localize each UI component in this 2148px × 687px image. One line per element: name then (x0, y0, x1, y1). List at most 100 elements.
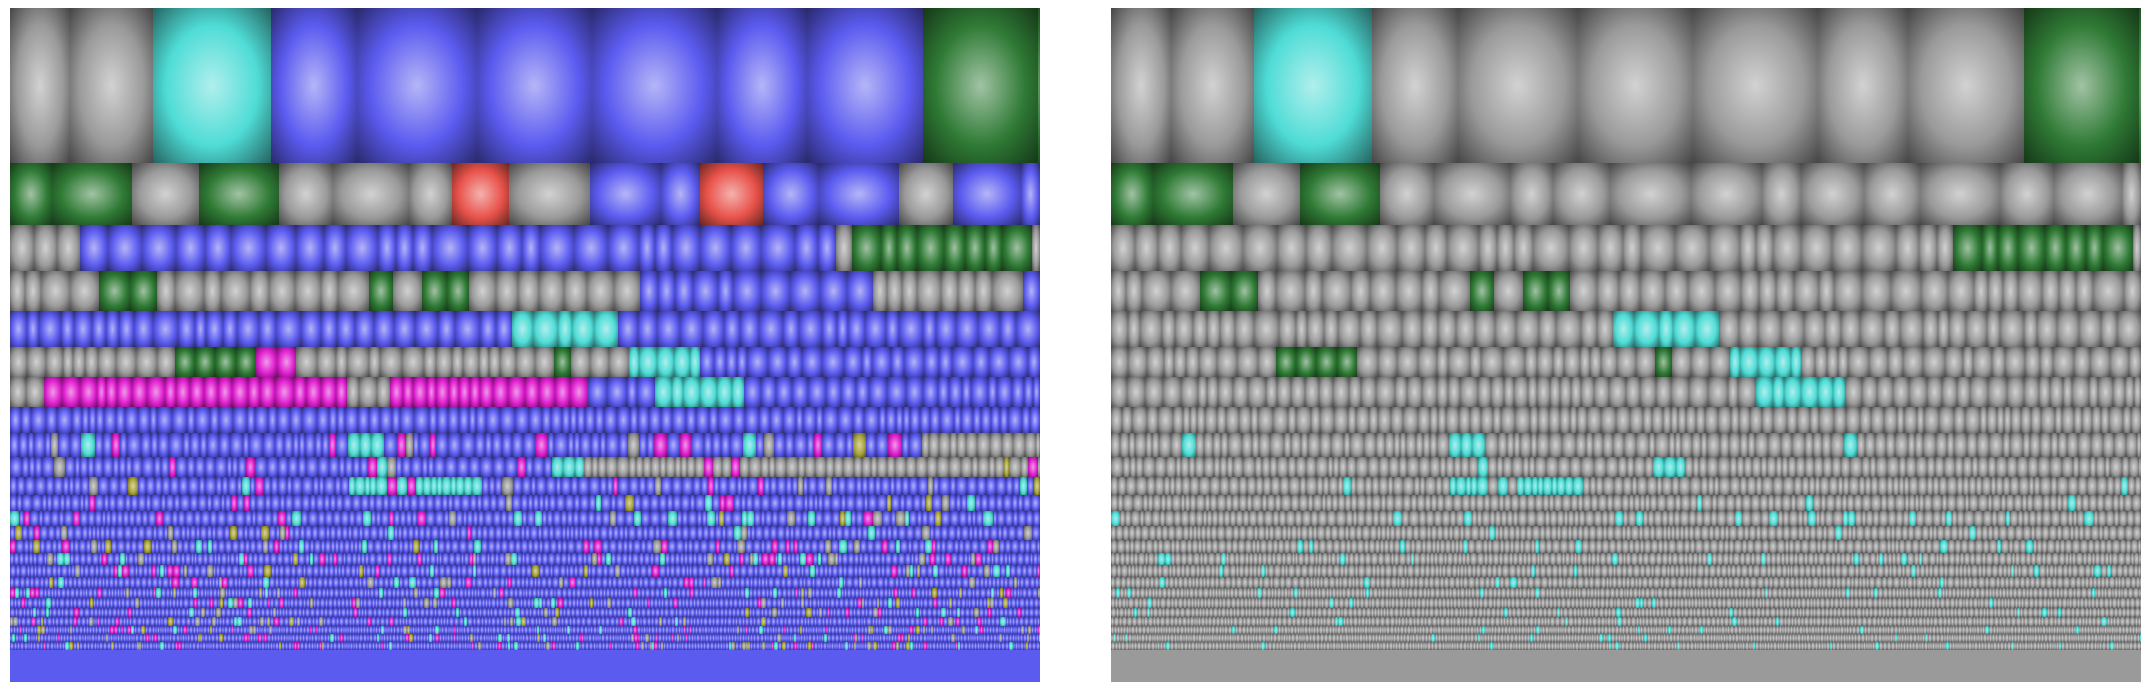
treemap-cell[interactable] (851, 626, 854, 634)
treemap-cell[interactable] (82, 577, 87, 588)
treemap-cell[interactable] (337, 407, 345, 433)
treemap-cell[interactable] (74, 553, 80, 565)
treemap-cell[interactable] (249, 626, 253, 634)
treemap-cell[interactable] (522, 225, 540, 271)
treemap-cell[interactable] (655, 608, 660, 617)
treemap-cell[interactable] (1163, 377, 1181, 407)
treemap-cell[interactable] (831, 540, 839, 553)
treemap-cell[interactable] (131, 642, 135, 650)
treemap-cell[interactable] (439, 626, 441, 634)
treemap-cell[interactable] (108, 634, 110, 642)
treemap-cell[interactable] (902, 626, 905, 634)
treemap-cell[interactable] (1871, 495, 1881, 511)
treemap-cell[interactable] (272, 588, 277, 598)
treemap-cell[interactable] (281, 626, 283, 634)
treemap-cell[interactable] (1864, 163, 1920, 225)
treemap-cell[interactable] (1004, 553, 1008, 565)
treemap-cell[interactable] (656, 577, 663, 588)
treemap-cell[interactable] (498, 642, 501, 650)
treemap-cell[interactable] (732, 626, 735, 634)
treemap-cell[interactable] (153, 588, 156, 598)
treemap-cell[interactable] (134, 626, 137, 634)
treemap-cell[interactable] (10, 433, 19, 457)
treemap-cell[interactable] (1581, 457, 1594, 477)
treemap-cell[interactable] (444, 511, 449, 526)
treemap-cell[interactable] (1249, 511, 1257, 526)
treemap-cell[interactable] (166, 553, 171, 565)
treemap-cell[interactable] (278, 477, 287, 495)
treemap-cell[interactable] (586, 617, 592, 626)
treemap-cell[interactable] (901, 617, 905, 626)
treemap-cell[interactable] (1386, 495, 1394, 511)
treemap-cell[interactable] (986, 477, 996, 495)
treemap-cell[interactable] (599, 588, 603, 598)
treemap-cell[interactable] (483, 577, 488, 588)
treemap-cell[interactable] (1476, 495, 1484, 511)
treemap-cell[interactable] (552, 642, 556, 650)
treemap-cell[interactable] (1997, 407, 2004, 433)
treemap-cell[interactable] (1729, 433, 1740, 457)
treemap-cell[interactable] (576, 626, 580, 634)
treemap-cell[interactable] (964, 553, 968, 565)
treemap-cell[interactable] (401, 565, 408, 577)
treemap-cell[interactable] (388, 526, 394, 540)
treemap-cell[interactable] (650, 495, 659, 511)
treemap-cell[interactable] (979, 598, 983, 608)
treemap-cell[interactable] (801, 565, 804, 577)
treemap-cell[interactable] (193, 588, 197, 598)
treemap-cell[interactable] (326, 588, 329, 598)
treemap-cell[interactable] (949, 377, 962, 407)
treemap-cell[interactable] (360, 598, 363, 608)
treemap-cell[interactable] (429, 634, 432, 642)
treemap-cell[interactable] (483, 634, 486, 642)
treemap-cell[interactable] (1417, 495, 1425, 511)
treemap-cell[interactable] (796, 407, 803, 433)
treemap-cell[interactable] (831, 626, 835, 634)
treemap-cell[interactable] (1217, 407, 1226, 433)
treemap-cell[interactable] (379, 588, 383, 598)
treemap-cell[interactable] (138, 565, 143, 577)
treemap-cell[interactable] (55, 617, 59, 626)
treemap-cell[interactable] (1036, 634, 1039, 642)
treemap-cell[interactable] (111, 588, 114, 598)
treemap-cell[interactable] (15, 588, 19, 598)
treemap-cell[interactable] (678, 626, 681, 634)
treemap-cell[interactable] (781, 598, 784, 608)
treemap-cell[interactable] (974, 617, 977, 626)
treemap-cell[interactable] (655, 626, 658, 634)
treemap-cell[interactable] (575, 634, 579, 642)
treemap-cell[interactable] (1036, 642, 1040, 650)
treemap-cell[interactable] (361, 553, 365, 565)
treemap-cell[interactable] (1135, 225, 1158, 271)
treemap-cell[interactable] (316, 598, 320, 608)
treemap-cell[interactable] (174, 495, 180, 511)
treemap-cell[interactable] (1008, 553, 1011, 565)
treemap-cell[interactable] (219, 577, 222, 588)
treemap-cell[interactable] (700, 642, 703, 650)
treemap-cell[interactable] (735, 617, 738, 626)
treemap-cell[interactable] (1019, 617, 1024, 626)
treemap-cell[interactable] (753, 588, 757, 598)
treemap-cell[interactable] (602, 540, 609, 553)
treemap-cell[interactable] (242, 617, 245, 626)
treemap-cell[interactable] (986, 634, 990, 642)
treemap-cell[interactable] (357, 634, 359, 642)
treemap-cell[interactable] (693, 540, 700, 553)
treemap-cell[interactable] (94, 457, 103, 477)
treemap-cell[interactable] (350, 642, 353, 650)
treemap-cell[interactable] (1792, 433, 1805, 457)
treemap-cell[interactable] (469, 407, 476, 433)
treemap-cell[interactable] (128, 477, 138, 495)
treemap-cell[interactable] (274, 634, 277, 642)
treemap-cell[interactable] (322, 433, 329, 457)
treemap-cell[interactable] (960, 626, 962, 634)
treemap-cell[interactable] (1430, 457, 1440, 477)
treemap-cell[interactable] (389, 634, 392, 642)
treemap-cell[interactable] (76, 634, 78, 642)
treemap-cell[interactable] (988, 377, 997, 407)
treemap-cell[interactable] (245, 617, 248, 626)
treemap-cell[interactable] (804, 617, 807, 626)
treemap-cell[interactable] (2000, 163, 2054, 225)
treemap-cell[interactable] (110, 598, 113, 608)
treemap-cell[interactable] (1002, 526, 1008, 540)
